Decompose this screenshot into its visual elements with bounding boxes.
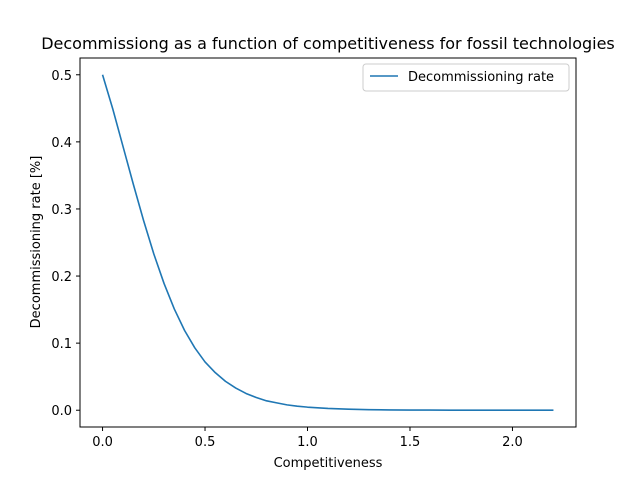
x-tick-label: 1.5 (400, 435, 421, 450)
x-axis-label: Competitiveness (274, 456, 383, 471)
x-tick-label: 0.0 (92, 435, 113, 450)
plot-area (80, 58, 576, 427)
x-tick-label: 1.0 (297, 435, 318, 450)
y-tick-label: 0.3 (51, 203, 72, 218)
y-tick-label: 0.4 (51, 136, 72, 151)
plot-frame (79, 57, 577, 428)
series-line-decommissioning-rate (101, 74, 554, 412)
y-tick-label: 0.5 (51, 69, 72, 84)
x-tick-label: 0.5 (195, 435, 216, 450)
y-tick-label: 0.0 (51, 404, 72, 419)
chart-title: Decommissiong as a function of competiti… (41, 34, 615, 53)
legend-label: Decommissioning rate (408, 70, 554, 85)
legend: Decommissioning rate (362, 63, 570, 92)
y-tick-label: 0.1 (51, 337, 72, 352)
y-axis-ticks: 0.0 0.1 0.2 0.3 0.4 0.5 (51, 69, 80, 419)
y-axis-label: Decommissioning rate [%] (29, 156, 44, 329)
x-axis-ticks: 0.0 0.5 1.0 1.5 2.0 (92, 427, 523, 450)
x-tick-label: 2.0 (502, 435, 523, 450)
legend-box (362, 63, 570, 92)
y-tick-label: 0.2 (51, 270, 72, 285)
